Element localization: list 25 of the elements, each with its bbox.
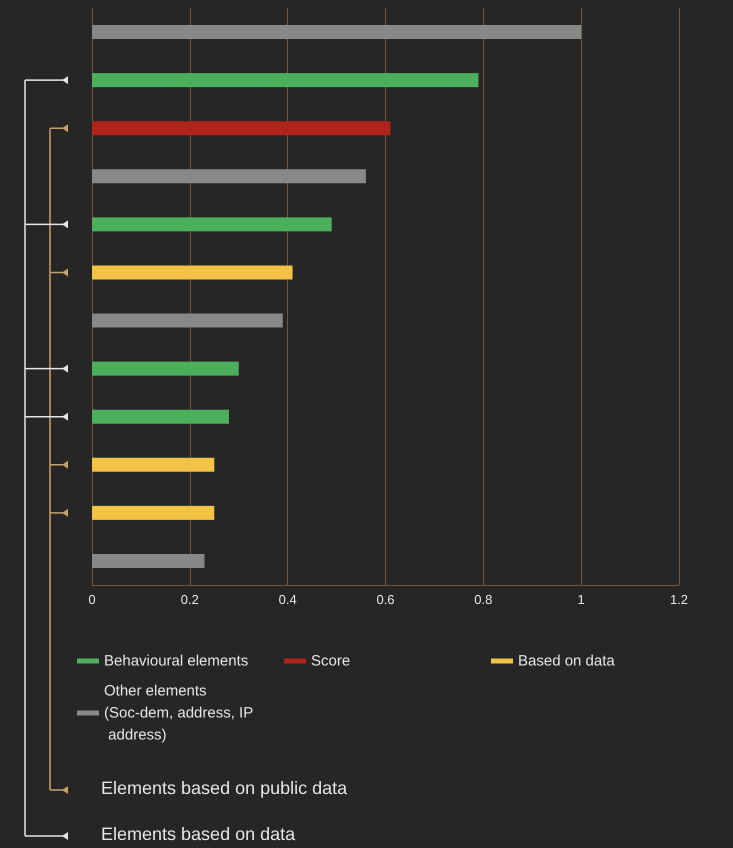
bar <box>92 73 478 88</box>
text: Elements based on data <box>101 824 296 844</box>
x-tick-label: 0.8 <box>474 592 492 607</box>
x-tick-label: 0.2 <box>180 592 199 607</box>
bar <box>92 25 582 40</box>
bar <box>92 362 239 376</box>
bar <box>92 410 229 424</box>
bar <box>92 169 366 184</box>
x-tick-label: 1 <box>578 592 585 607</box>
legend-label: Other elements (Soc-dem, address, IP address) <box>104 682 254 744</box>
bar <box>92 554 205 568</box>
legend-label: Behavioural elements <box>104 652 248 670</box>
bar <box>92 458 214 472</box>
legend-label: Based on data <box>518 652 616 670</box>
bar <box>92 506 214 520</box>
x-tick-label: 0 <box>88 592 96 607</box>
x-tick-label: 0.4 <box>278 592 297 607</box>
x-tick-label: 1.2 <box>670 592 688 607</box>
bar <box>92 265 293 280</box>
bar <box>92 217 332 232</box>
text: Elements based on public data <box>101 778 348 798</box>
bar <box>92 314 283 328</box>
bar <box>92 121 390 136</box>
x-tick-label: 0.6 <box>376 592 395 607</box>
legend-label: Score <box>311 652 350 670</box>
